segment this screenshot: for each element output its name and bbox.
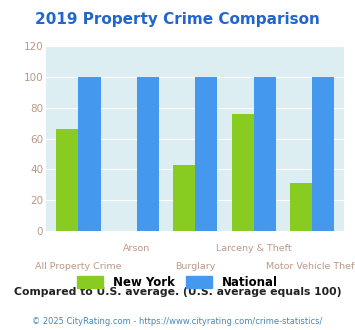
Text: Compared to U.S. average. (U.S. average equals 100): Compared to U.S. average. (U.S. average …	[14, 287, 341, 297]
Bar	[231, 114, 254, 231]
Text: © 2025 CityRating.com - https://www.cityrating.com/crime-statistics/: © 2025 CityRating.com - https://www.city…	[32, 317, 323, 326]
Text: All Property Crime: All Property Crime	[35, 262, 121, 271]
Bar	[137, 77, 159, 231]
Text: Motor Vehicle Theft: Motor Vehicle Theft	[266, 262, 355, 271]
Text: 2019 Property Crime Comparison: 2019 Property Crime Comparison	[35, 12, 320, 26]
Bar	[78, 77, 100, 231]
Bar	[195, 77, 218, 231]
Text: Larceny & Theft: Larceny & Theft	[216, 244, 291, 253]
Bar	[254, 77, 276, 231]
Legend: New York, National: New York, National	[72, 272, 283, 294]
Text: Arson: Arson	[123, 244, 151, 253]
Text: Burglary: Burglary	[175, 262, 215, 271]
Bar	[173, 165, 195, 231]
Bar	[290, 183, 312, 231]
Bar	[312, 77, 334, 231]
Bar	[56, 129, 78, 231]
